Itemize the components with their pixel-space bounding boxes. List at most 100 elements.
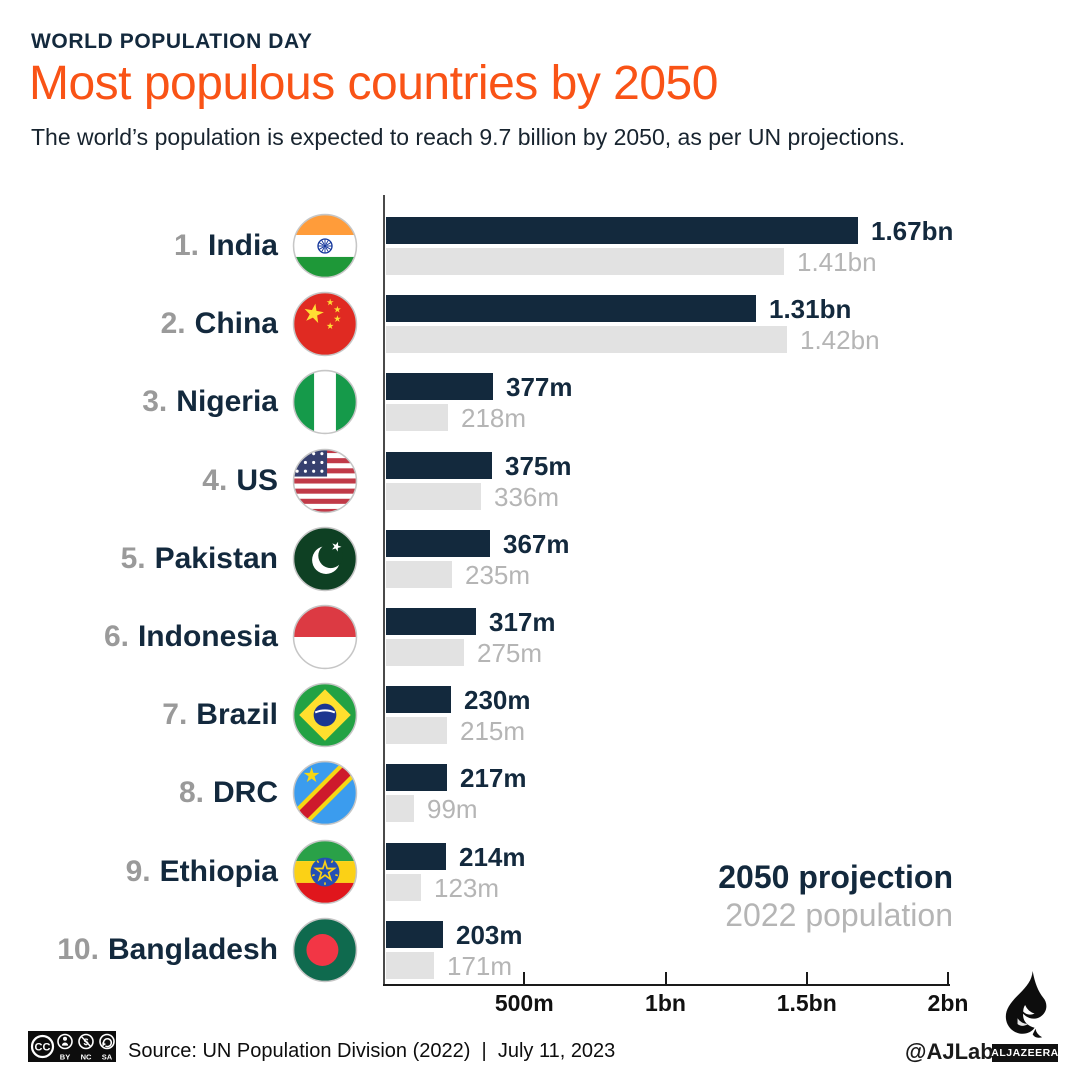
ajlabs-credit: @AJLabs (905, 1039, 1006, 1064)
population-bar (386, 639, 464, 666)
chart-row-bangladesh: 10. Bangladesh 203m 171m (0, 907, 1081, 985)
chart-row-pakistan: 5. Pakistan 367m 235m (0, 516, 1081, 594)
chart-row-ethiopia: 9. Ethiopia 214m 123m (0, 829, 1081, 907)
cc-icon: CC (35, 1042, 51, 1054)
country-label: 10. Bangladesh (0, 921, 278, 979)
population-value: 1.42bn (800, 325, 880, 356)
population-value: 171m (447, 950, 513, 981)
axis-tick-label: 500m (494, 990, 554, 1016)
population-bar (386, 326, 787, 354)
chart-row-drc: 8. DRC 217m 99m (0, 750, 1081, 828)
country-name: DRC (213, 776, 278, 810)
person-icon (63, 1036, 67, 1041)
rank-label: 1. (173, 229, 199, 262)
projection-bar (386, 920, 443, 948)
country-name: Brazil (196, 698, 278, 732)
axis-tick (523, 972, 526, 984)
india-flag-icon (292, 213, 358, 279)
rank-label: 10. (57, 932, 99, 966)
axis-tick (664, 972, 667, 984)
pakistan-flag-icon (292, 526, 358, 592)
population-bar (386, 560, 452, 588)
projection-value: 367m (503, 528, 570, 559)
population-bar (386, 873, 421, 901)
population-value: 99m (427, 794, 478, 825)
drc-flag-icon (292, 760, 358, 826)
rank-label: 9. (125, 854, 151, 888)
axis-tick-label: 1.5bn (776, 990, 837, 1016)
projection-bar (386, 217, 858, 244)
aljazeera-logo-icon (1005, 971, 1047, 1038)
chart-row-nigeria: 3. Nigeria 377m 218m (0, 359, 1081, 437)
country-label: 1. India (0, 217, 278, 275)
population-bar (386, 248, 784, 275)
country-label: 4. US (0, 452, 278, 510)
projection-bar (386, 764, 447, 792)
country-name: India (207, 229, 278, 262)
rank-label: 5. (120, 541, 146, 575)
rank-label: 6. (103, 620, 129, 653)
projection-bar (386, 529, 490, 557)
rank-label: 4. (202, 463, 228, 497)
population-bar (386, 795, 414, 823)
projection-value: 1.67bn (871, 216, 954, 246)
axis-tick (947, 972, 949, 984)
country-name: Bangladesh (107, 932, 278, 966)
population-bar (386, 717, 447, 745)
share-alike-arrow-icon (102, 1038, 113, 1048)
population-value: 275m (477, 638, 543, 668)
rank-label: 8. (178, 776, 204, 810)
country-label: 6. Indonesia (0, 608, 278, 666)
population-bar (386, 482, 481, 510)
projection-bar (386, 295, 756, 323)
china-flag-icon (292, 291, 358, 357)
projection-bar (386, 842, 446, 870)
projection-bar (386, 608, 476, 635)
nigeria-flag-icon (292, 369, 358, 435)
axis-tick-label: 1bn (645, 990, 686, 1016)
bangladesh-flag-icon (292, 917, 358, 983)
country-label: 5. Pakistan (0, 530, 278, 588)
population-value: 218m (461, 403, 527, 434)
country-name: Nigeria (176, 385, 278, 419)
brazil-flag-icon (292, 682, 358, 748)
country-name: Pakistan (154, 541, 278, 575)
projection-value: 217m (460, 763, 527, 794)
x-axis-line (383, 984, 950, 986)
projection-value: 1.31bn (769, 294, 852, 325)
country-name: Indonesia (137, 620, 278, 653)
axis-tick (805, 972, 808, 984)
country-label: 8. DRC (0, 764, 278, 822)
us-flag-icon (292, 448, 358, 514)
indonesia-flag-icon (292, 604, 358, 670)
population-value: 235m (465, 559, 531, 590)
cc-by-label: BY (60, 1053, 70, 1062)
projection-value: 203m (456, 919, 523, 950)
page-title: Most populous countries by 2050 (29, 57, 718, 110)
projection-value: 317m (489, 607, 556, 637)
chart-row-china: 2. China 1.31bn 1.42bn (0, 281, 1081, 359)
country-name: China (194, 307, 278, 341)
rank-label: 3. (142, 385, 168, 419)
cc-nc-label: NC (81, 1053, 92, 1062)
population-value: 336m (494, 481, 560, 512)
projection-bar (386, 451, 492, 479)
chart-row-us: 4. US 375m 336m (0, 438, 1081, 516)
subtitle: The world’s population is expected to re… (31, 124, 906, 150)
country-label: 9. Ethiopia (0, 843, 278, 901)
legend-2050-projection: 2050 projection (718, 859, 953, 895)
rank-label: 2. (160, 307, 186, 341)
population-value: 123m (434, 872, 500, 903)
chart-row-india: 1. India 1.67bn 1.41bn (0, 203, 1081, 281)
aljazeera-wordmark: ALJAZEERA (991, 1044, 1058, 1062)
y-axis-line (383, 195, 385, 986)
rank-label: 7. (162, 698, 188, 732)
cc-license-badge: CC BY $ NC SA (28, 1031, 116, 1062)
axis-tick-label: 2bn (927, 990, 969, 1016)
projection-bar (386, 373, 493, 401)
cc-sa-label: SA (102, 1053, 113, 1062)
population-value: 1.41bn (797, 247, 877, 277)
country-name: Ethiopia (159, 854, 278, 888)
country-label: 3. Nigeria (0, 373, 278, 431)
